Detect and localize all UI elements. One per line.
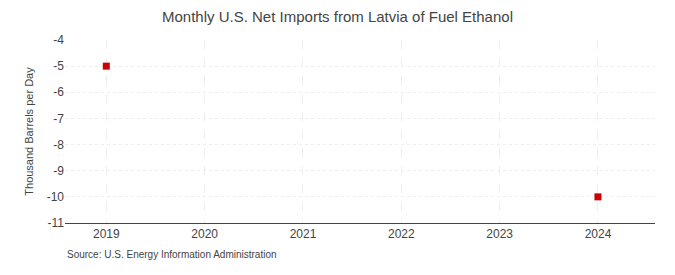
svg-text:-10: -10 <box>47 190 65 204</box>
svg-text:-7: -7 <box>53 112 64 126</box>
svg-text:-11: -11 <box>48 216 65 230</box>
svg-text:2020: 2020 <box>191 227 218 241</box>
svg-text:-6: -6 <box>53 85 64 99</box>
svg-text:2021: 2021 <box>290 227 317 241</box>
svg-text:Source: U.S. Energy Informatio: Source: U.S. Energy Information Administ… <box>67 249 277 260</box>
svg-text:-9: -9 <box>53 164 64 178</box>
svg-text:-4: -4 <box>53 33 64 47</box>
svg-text:-8: -8 <box>53 138 64 152</box>
svg-text:-5: -5 <box>53 59 64 73</box>
svg-text:2024: 2024 <box>585 227 612 241</box>
svg-text:Thousand Barrels per Day: Thousand Barrels per Day <box>23 67 35 196</box>
svg-text:Monthly U.S. Net Imports from: Monthly U.S. Net Imports from Latvia of … <box>162 8 513 25</box>
svg-text:2023: 2023 <box>486 227 513 241</box>
svg-text:2019: 2019 <box>93 227 120 241</box>
svg-text:2022: 2022 <box>388 227 415 241</box>
